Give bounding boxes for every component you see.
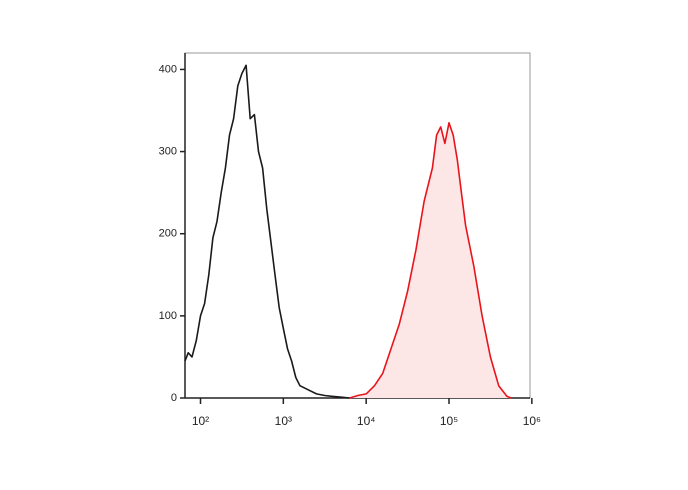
y-tick-label: 300 — [159, 145, 177, 157]
y-tick-label: 400 — [159, 63, 177, 75]
histogram-line — [349, 122, 512, 399]
area — [349, 122, 512, 399]
y-tick-label: 100 — [159, 310, 177, 322]
y-tick-label: 200 — [159, 228, 177, 240]
x-tick-label: 10² — [192, 414, 209, 428]
x-tick-label: 10⁴ — [357, 414, 376, 428]
y-tick-label: 0 — [171, 392, 177, 404]
x-tick-label: 10³ — [275, 414, 292, 428]
histogram-line — [184, 64, 350, 399]
x-tick-label: 10⁵ — [440, 414, 458, 428]
x-tick-label: 10⁶ — [523, 414, 541, 428]
